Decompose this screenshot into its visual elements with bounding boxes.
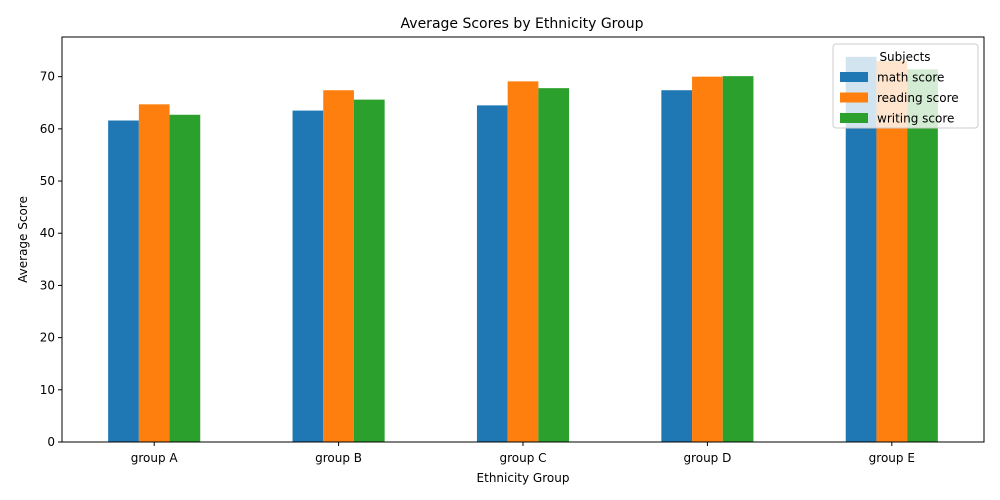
x-tick-label: group B [315,451,362,465]
bar-reading-score-group-C [507,81,539,443]
y-tick-label: 60 [40,122,55,136]
x-tick-label: group D [683,451,731,465]
bars-group [108,56,938,443]
bar-reading-score-group-D [692,76,723,442]
bar-math-score-group-C [476,105,508,443]
legend-swatch-writing-score [840,113,868,123]
y-tick-label: 0 [47,435,55,449]
chart-title: Average Scores by Ethnicity Group [401,16,644,32]
y-tick-label: 50 [40,174,55,188]
bar-writing-score-group-C [538,88,570,443]
bar-math-score-group-A [108,120,139,442]
legend-label-math-score: math score [877,71,944,85]
bar-reading-score-group-B [323,90,354,442]
legend-label-reading-score: reading score [877,91,959,105]
y-tick-label: 20 [40,331,55,345]
y-axis-ticks: 0 10 20 30 40 50 60 70 [40,70,62,449]
x-tick-label: group A [131,451,179,465]
x-tick-label: group E [869,451,915,465]
bar-math-score-group-B [292,110,324,442]
legend-frame [832,43,979,129]
legend-label-writing-score: writing score [877,112,954,126]
bar-writing-score-group-D [722,76,754,442]
legend-swatch-math-score [840,72,868,82]
y-tick-label: 30 [40,278,55,292]
y-tick-label: 10 [40,383,55,397]
y-tick-label: 40 [40,226,55,240]
legend: Subjects math score reading score writing … [832,43,979,129]
x-axis-ticks: group A group B group C group D group E [131,442,915,465]
y-tick-label: 70 [40,70,55,84]
x-axis-label: Ethnicity Group [477,471,570,485]
legend-swatch-reading-score [840,92,868,103]
bar-math-score-group-D [661,90,693,442]
y-axis-label: Average Score [16,196,30,283]
plot-frame [61,36,985,443]
bar-writing-score-group-B [353,99,385,442]
legend-title: Subjects [879,50,930,64]
bar-writing-score-group-A [169,114,201,442]
bar-reading-score-group-A [138,104,170,442]
x-tick-label: group C [499,451,546,465]
bar-writing-score-group-E [907,69,938,443]
